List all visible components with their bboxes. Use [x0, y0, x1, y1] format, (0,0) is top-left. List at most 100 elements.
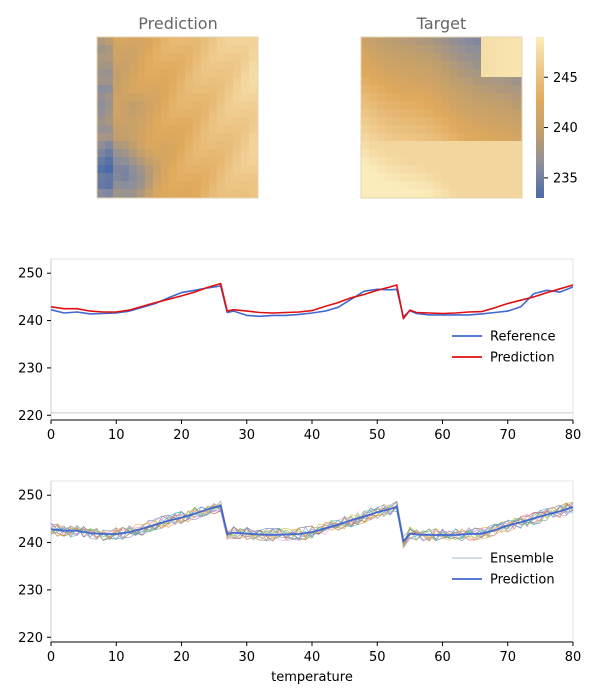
heatmap-cell	[361, 181, 370, 190]
heatmap-cell	[505, 157, 514, 166]
heatmap-cell	[481, 165, 490, 174]
heatmap-cell	[385, 85, 394, 94]
heatmap-cell	[385, 181, 394, 190]
heatmap-cell	[193, 37, 202, 46]
heatmap-cell	[505, 53, 514, 62]
heatmap-cell	[161, 189, 170, 198]
heatmap-cell	[497, 77, 506, 86]
heatmap-cell	[513, 133, 522, 142]
heatmap-cell	[193, 53, 202, 62]
heatmap-cell	[177, 45, 186, 54]
heatmap-cell	[473, 181, 482, 190]
heatmap-cell	[185, 61, 194, 70]
heatmap-cell	[113, 93, 122, 102]
heatmap-cell	[465, 109, 474, 118]
x-tick-label: 50	[369, 650, 386, 665]
heatmap-cell	[161, 165, 170, 174]
heatmap-cell	[489, 189, 498, 198]
heatmap-cell	[105, 45, 114, 54]
heatmap-cell	[193, 69, 202, 78]
heatmap-cell	[457, 85, 466, 94]
heatmap-cell	[161, 37, 170, 46]
heatmap-cell	[513, 93, 522, 102]
heatmap-cell	[433, 141, 442, 150]
heatmap-cell	[369, 165, 378, 174]
heatmap-cell	[161, 85, 170, 94]
heatmap-cell	[241, 37, 250, 46]
heatmap-cell	[473, 61, 482, 70]
heatmap-cell	[185, 53, 194, 62]
heatmap-cell	[193, 77, 202, 86]
heatmap-cell	[465, 77, 474, 86]
heatmap-cell	[169, 157, 178, 166]
heatmap-cell	[161, 93, 170, 102]
heatmap-cell	[121, 181, 130, 190]
heatmap-cell	[417, 149, 426, 158]
heatmap-cell	[113, 109, 122, 118]
series-group	[50, 282, 574, 320]
heatmap-cell	[233, 109, 242, 118]
heatmap-cell	[193, 189, 202, 198]
heatmap-cell	[361, 37, 370, 46]
heatmap-cell	[441, 101, 450, 110]
heatmap-cell	[225, 149, 234, 158]
heatmap-cell	[193, 157, 202, 166]
heatmap-cell	[497, 45, 506, 54]
heatmap-cell	[137, 93, 146, 102]
heatmap-cell	[161, 117, 170, 126]
heatmap-cell	[441, 173, 450, 182]
heatmap-cell	[465, 189, 474, 198]
heatmap-cell	[497, 189, 506, 198]
heatmap-cell	[201, 125, 210, 134]
heatmap-cell	[209, 101, 218, 110]
heatmap-cell	[513, 77, 522, 86]
heatmap-cell	[217, 117, 226, 126]
heatmap-cell	[137, 101, 146, 110]
heatmap-cell	[393, 45, 402, 54]
heatmap-cell	[417, 85, 426, 94]
heatmap-cell	[433, 173, 442, 182]
heatmap-cell	[393, 157, 402, 166]
heatmap-cell	[161, 157, 170, 166]
heatmap-cell	[161, 109, 170, 118]
heatmap-cell	[209, 45, 218, 54]
heatmap-cell	[177, 165, 186, 174]
heatmap-cell	[457, 149, 466, 158]
heatmap-cell	[97, 53, 106, 62]
heatmap-cell	[465, 181, 474, 190]
heatmap-cell	[153, 149, 162, 158]
heatmap-cell	[121, 141, 130, 150]
heatmap-cell	[233, 53, 242, 62]
heatmap-cell	[249, 85, 258, 94]
heatmap-cell	[137, 77, 146, 86]
heatmap-cell	[225, 93, 234, 102]
heatmap-cell	[433, 93, 442, 102]
heatmap-cell	[137, 165, 146, 174]
heatmap-cell	[489, 45, 498, 54]
heatmap-cell	[169, 149, 178, 158]
heatmap-cell	[145, 53, 154, 62]
heatmap-cell	[417, 157, 426, 166]
heatmap-cell	[385, 93, 394, 102]
heatmap-cell	[393, 189, 402, 198]
heatmap-cell	[121, 189, 130, 198]
heatmap-cell	[473, 93, 482, 102]
heatmap-cell	[433, 189, 442, 198]
heatmap-cell	[361, 69, 370, 78]
heatmap-cell	[129, 125, 138, 134]
heatmap-cell	[417, 37, 426, 46]
heatmap-cell	[97, 69, 106, 78]
heatmap-cell	[145, 173, 154, 182]
heatmap-cell	[105, 85, 114, 94]
heatmap-cell	[113, 165, 122, 174]
heatmap-cell	[161, 45, 170, 54]
heatmap-cell	[177, 101, 186, 110]
heatmap-cell	[433, 133, 442, 142]
heatmap-cell	[97, 93, 106, 102]
heatmap-cell	[249, 61, 258, 70]
heatmap-cell	[193, 133, 202, 142]
heatmap-cell	[457, 77, 466, 86]
heatmap-cell	[129, 77, 138, 86]
colorbar-tick-label: 245	[553, 71, 578, 86]
heatmap-cell	[241, 93, 250, 102]
